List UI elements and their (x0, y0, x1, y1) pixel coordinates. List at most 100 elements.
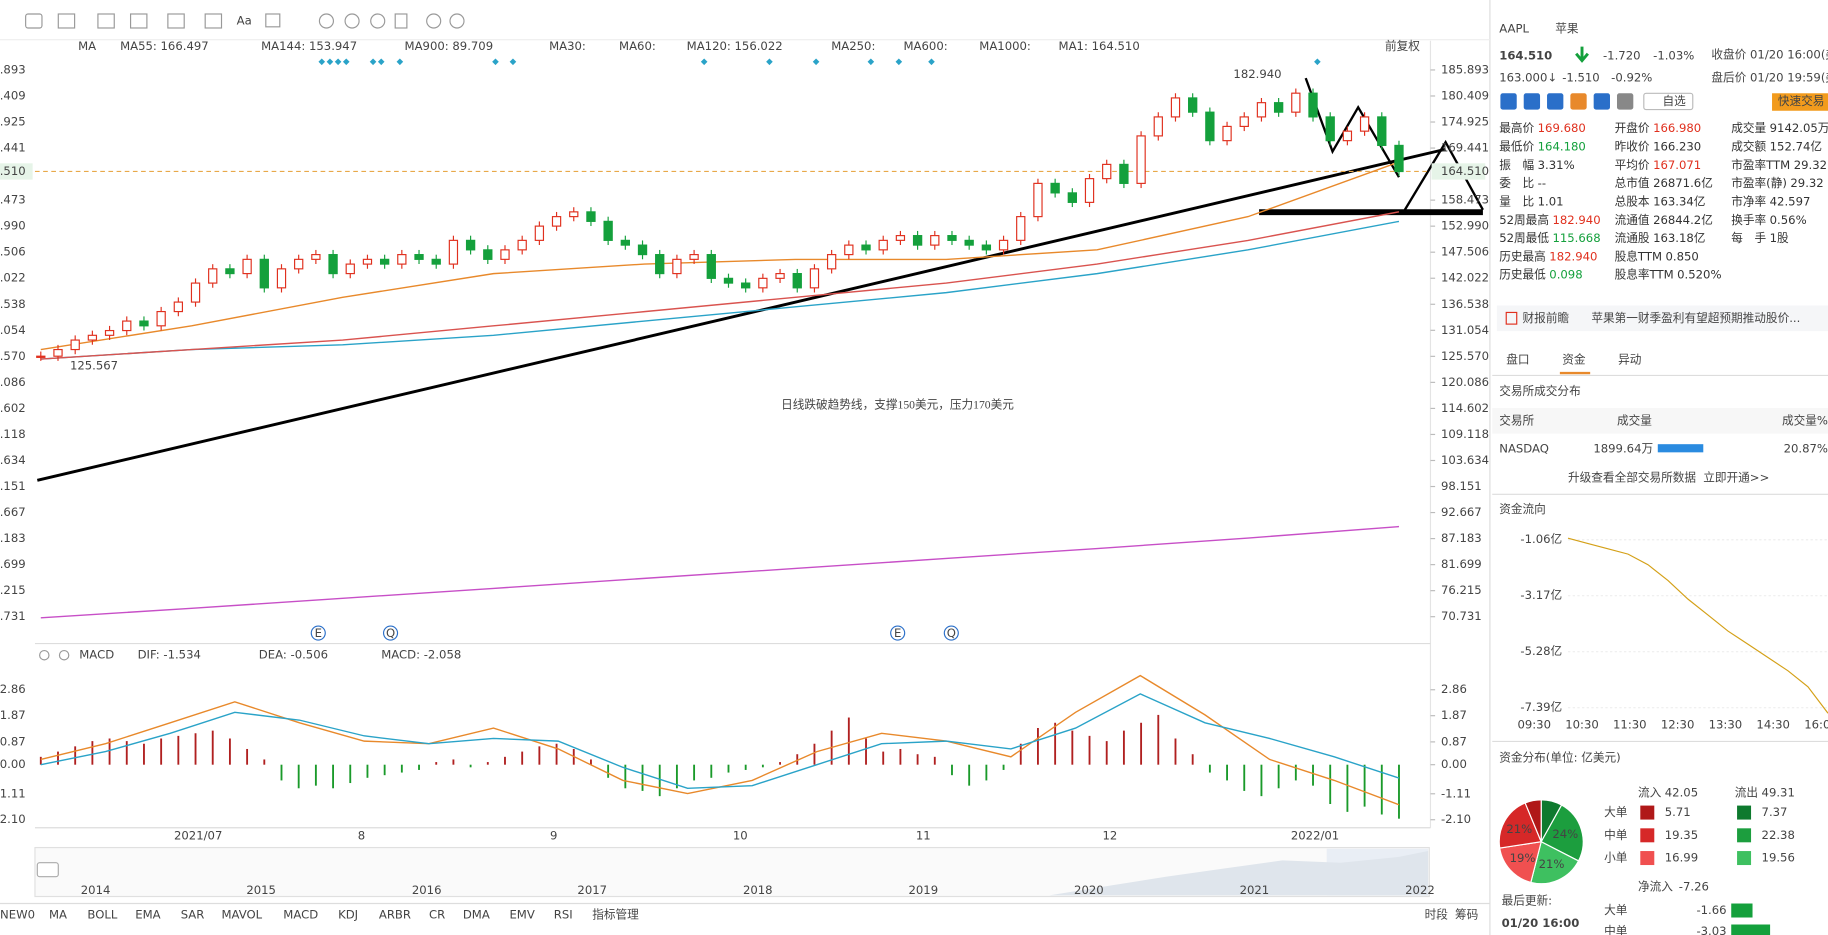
table-header-bg (1492, 408, 1828, 434)
x-tick-label: 12:30 (1661, 718, 1695, 732)
stat-label: 委 比 (1499, 176, 1534, 190)
indicator-name[interactable]: MACD (79, 648, 114, 662)
stat: 成交量 9142.05万 (1731, 121, 1828, 135)
news-bar[interactable] (1496, 305, 1828, 332)
candle (70, 339, 80, 351)
candle (964, 239, 974, 246)
feature-icon[interactable] (1616, 93, 1634, 110)
year-label: 2022 (1405, 883, 1435, 897)
stat-value: 1股 (1770, 231, 1789, 245)
inflow-value: 16.99 (1665, 851, 1698, 865)
indicator-tab[interactable]: MA (49, 908, 67, 922)
indicator-tab[interactable]: BOLL (87, 908, 117, 922)
trade-button[interactable] (1772, 93, 1828, 111)
panel-tab[interactable]: 盘口 (1506, 353, 1529, 367)
y-tick-label: 114.602 (1441, 401, 1489, 415)
feature-icon[interactable] (1523, 93, 1541, 110)
indicator-tab[interactable]: EMV (509, 908, 534, 922)
outflow-value: 7.37 (1762, 805, 1788, 819)
y-tick-label: 158.473 (0, 193, 26, 207)
overview-menu[interactable] (36, 862, 59, 878)
candle (483, 249, 493, 260)
y-tick-label: 174.925 (1441, 115, 1489, 129)
news-title[interactable]: 苹果第一财季盈利有望超预期推动股价... (1591, 311, 1800, 325)
period-tab[interactable]: 时段 (1425, 908, 1449, 922)
candle (1136, 135, 1146, 184)
event-dot (1314, 58, 1321, 66)
event-marker[interactable] (943, 625, 959, 641)
stat-label: 总股本 (1615, 194, 1650, 208)
event-marker[interactable] (890, 625, 906, 641)
year-label: 2017 (577, 883, 607, 897)
y-tick-label: 2.86 (0, 682, 26, 696)
date-tick: 2021/07 (174, 828, 222, 842)
y-tick-label: 125.570 (1441, 349, 1489, 363)
panel-tab[interactable]: 资金 (1562, 353, 1586, 367)
candle (551, 216, 562, 227)
after-note: 盘后价 01/20 19:59(美 (1711, 71, 1828, 85)
feature-icon[interactable] (1570, 93, 1587, 110)
toolbar-text[interactable]: Aa (237, 13, 252, 27)
stat-value: 0.850 (1665, 249, 1698, 263)
feature-icon[interactable] (1500, 93, 1517, 110)
event-marker[interactable] (310, 625, 326, 641)
candle (208, 268, 218, 284)
period-tab[interactable]: 筹码 (1455, 908, 1478, 922)
watch-text: 自选 (1662, 94, 1686, 108)
indicator-tab[interactable]: MACD (283, 908, 318, 922)
indicator-tab[interactable]: RSI (554, 908, 573, 922)
last-price-label: 164.510 (1441, 164, 1489, 178)
down-arrow (1575, 46, 1589, 63)
news-icon (1505, 311, 1518, 325)
candle (311, 254, 321, 260)
out-swatch (1737, 828, 1752, 843)
year-label: 2015 (246, 883, 276, 897)
feature-icon[interactable] (1593, 93, 1610, 110)
close-icon[interactable] (58, 649, 70, 661)
indicator-tab[interactable]: CR (429, 908, 445, 922)
section-title: 资金分布(单位: 亿美元) (1499, 750, 1620, 764)
indicator-tab[interactable]: SAR (181, 908, 205, 922)
feature-icon[interactable] (1547, 93, 1564, 110)
stat-value: 9142.05万 (1770, 121, 1828, 135)
y-tick-label: 76.215 (1441, 583, 1482, 597)
y-tick-label: 70.731 (0, 609, 26, 623)
y-tick-label: -3.17亿 (1520, 588, 1562, 602)
y-tick-label: 120.086 (0, 375, 26, 389)
y-tick-label: 136.538 (1441, 297, 1489, 311)
legend-entry: MA60: (619, 39, 656, 53)
symbol: AAPL (1499, 22, 1529, 36)
settings-icon[interactable] (39, 649, 50, 661)
stat-value: 42.597 (1770, 194, 1811, 208)
watch-button[interactable] (1643, 92, 1694, 111)
after-change: -1.510 (1562, 71, 1600, 85)
candle (190, 282, 201, 303)
indicator-tab[interactable]: DMA (463, 908, 490, 922)
indicator-name[interactable]: MA (78, 39, 96, 53)
stat: 每 手 1股 (1731, 231, 1789, 245)
candle (517, 239, 527, 251)
outflow-value: 19.56 (1762, 851, 1795, 865)
indicator-tab[interactable]: MAVOL (222, 908, 263, 922)
in-swatch (1640, 828, 1655, 843)
stat-value: 26844.2亿 (1653, 212, 1713, 226)
panel-tab[interactable]: 异动 (1618, 353, 1641, 367)
candle (500, 249, 510, 260)
inflow-value: 19.35 (1665, 828, 1698, 842)
updated-label: 最后更新: (1502, 894, 1552, 908)
pie-slice (1530, 840, 1580, 885)
y-tick-label: 87.183 (1441, 531, 1482, 545)
indicator-tab[interactable]: 指标管理 (592, 908, 639, 922)
indicator-tab[interactable]: ARBR (379, 908, 411, 922)
in-swatch (1640, 805, 1655, 820)
event-marker[interactable] (382, 625, 399, 641)
stat-label: 最低价 (1499, 139, 1534, 153)
indicator-tab[interactable]: EMA (135, 908, 160, 922)
company-name: 苹果 (1555, 22, 1579, 36)
indicator-tab[interactable]: NEW0 (0, 908, 35, 922)
open-link[interactable]: 立即开通>> (1703, 470, 1769, 484)
adjust-button[interactable]: 前复权 (1385, 39, 1420, 53)
indicator-tab[interactable]: KDJ (338, 908, 358, 922)
event-marker-text: Q (947, 626, 956, 640)
stat-label: 流通股 (1615, 231, 1650, 245)
